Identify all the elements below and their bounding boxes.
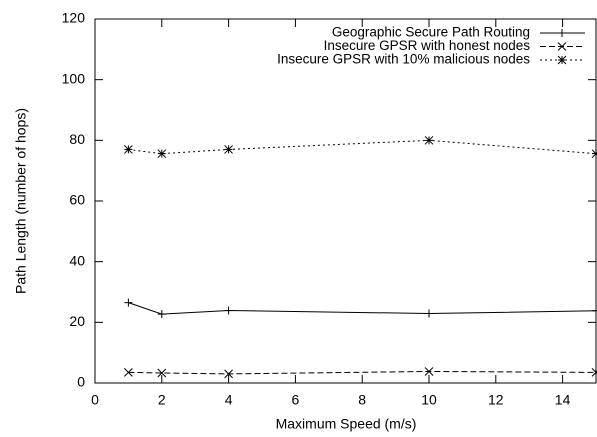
- marker: [157, 310, 166, 319]
- marker: [591, 368, 597, 377]
- x-tick-label: 10: [421, 392, 437, 408]
- marker: [424, 135, 434, 145]
- plot-border: [94, 18, 597, 384]
- y-tick-label: 20: [69, 313, 85, 329]
- marker: [591, 149, 597, 159]
- x-axis-label: Maximum Speed (m/s): [276, 416, 417, 432]
- y-axis-label: Path Length (number of hops): [13, 108, 29, 294]
- x-tick-label: 0: [91, 392, 99, 408]
- y-tick-label: 60: [69, 192, 85, 208]
- x-tick-label: 2: [158, 392, 166, 408]
- legend-marker: [557, 42, 567, 51]
- marker: [157, 368, 167, 378]
- y-tick-label: 0: [77, 374, 85, 390]
- y-tick-label: 120: [62, 10, 86, 26]
- x-tick-label: 14: [555, 392, 571, 408]
- y-tick-label: 100: [62, 70, 86, 86]
- marker: [124, 298, 133, 307]
- legend-marker: [557, 55, 567, 65]
- marker: [592, 306, 597, 315]
- x-tick-label: 8: [358, 392, 366, 408]
- legend-label: Insecure GPSR with 10% malicious nodes: [277, 52, 530, 67]
- x-tick-label: 6: [292, 392, 300, 408]
- marker: [157, 149, 167, 159]
- legend-marker: [558, 29, 566, 37]
- series-line: [128, 302, 597, 315]
- legend-label: Insecure GPSR with honest nodes: [324, 38, 531, 53]
- series-line: [128, 139, 597, 155]
- legend-label: Geographic Secure Path Routing: [332, 25, 530, 40]
- marker: [224, 369, 233, 379]
- marker: [224, 306, 233, 315]
- marker: [124, 145, 133, 154]
- marker: [124, 368, 133, 377]
- series-line: [128, 370, 597, 375]
- y-tick-label: 80: [69, 131, 85, 147]
- marker: [425, 309, 433, 318]
- x-tick-label: 4: [225, 392, 233, 408]
- x-tick-label: 12: [488, 392, 504, 408]
- marker: [224, 145, 233, 154]
- marker: [424, 367, 434, 376]
- y-tick-label: 40: [69, 252, 85, 268]
